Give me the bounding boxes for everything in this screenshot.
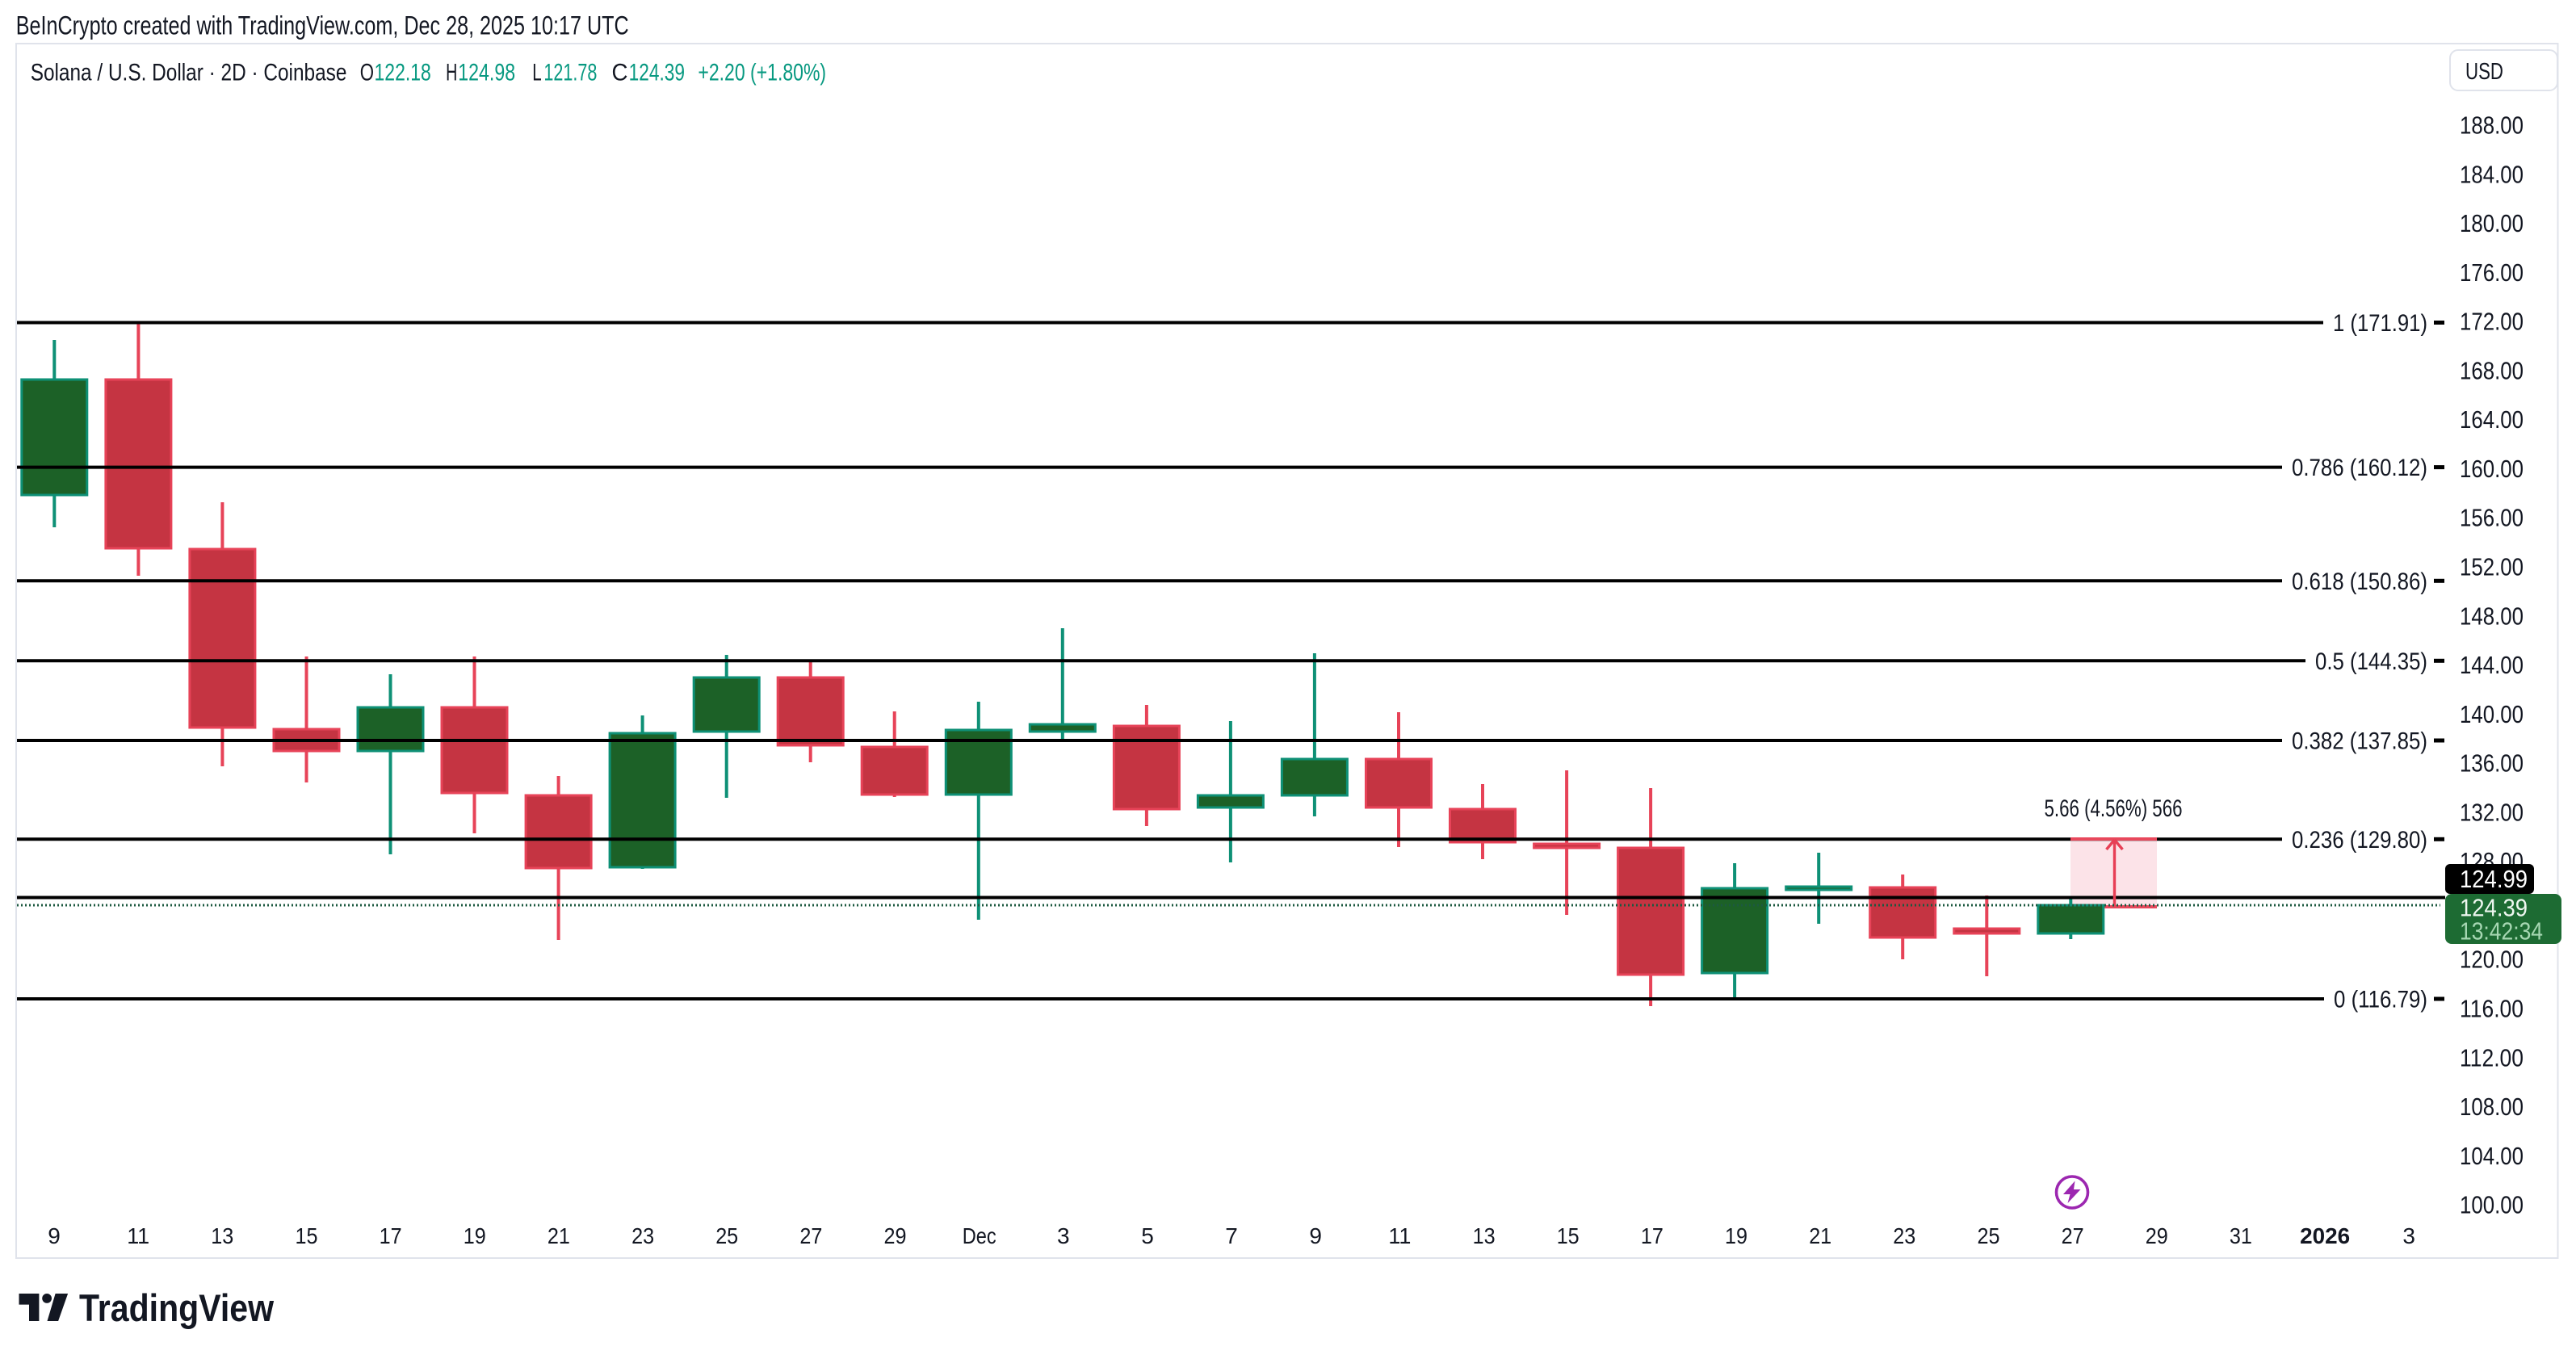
svg-text:C: C bbox=[612, 60, 628, 86]
svg-text:23: 23 bbox=[631, 1223, 654, 1248]
svg-text:13: 13 bbox=[211, 1223, 233, 1248]
svg-text:3: 3 bbox=[2402, 1223, 2415, 1248]
svg-text:Dec: Dec bbox=[963, 1223, 996, 1248]
svg-text:0.382 (137.85): 0.382 (137.85) bbox=[2292, 728, 2427, 755]
svg-text:108.00: 108.00 bbox=[2460, 1093, 2524, 1121]
svg-text:140.00: 140.00 bbox=[2460, 700, 2524, 728]
svg-text:21: 21 bbox=[1809, 1223, 1831, 1248]
svg-text:25: 25 bbox=[715, 1223, 738, 1248]
svg-text:BeInCrypto created with Tradin: BeInCrypto created with TradingView.com,… bbox=[16, 11, 629, 40]
svg-text:0.236 (129.80): 0.236 (129.80) bbox=[2292, 827, 2427, 854]
svg-text:124.39: 124.39 bbox=[2460, 894, 2528, 922]
svg-text:0 (116.79): 0 (116.79) bbox=[2334, 987, 2427, 1013]
svg-text:124.39: 124.39 bbox=[629, 60, 685, 86]
svg-text:L: L bbox=[532, 60, 541, 86]
svg-text:13: 13 bbox=[1473, 1223, 1496, 1248]
svg-text:164.00: 164.00 bbox=[2460, 405, 2524, 434]
svg-text:H: H bbox=[446, 60, 457, 86]
svg-text:11: 11 bbox=[1388, 1223, 1411, 1248]
svg-text:172.00: 172.00 bbox=[2460, 308, 2524, 336]
svg-text:1 (171.91): 1 (171.91) bbox=[2333, 310, 2427, 337]
svg-text:21: 21 bbox=[548, 1223, 570, 1248]
svg-text:19: 19 bbox=[1725, 1223, 1747, 1248]
svg-text:5.66 (4.56%) 566: 5.66 (4.56%) 566 bbox=[2045, 795, 2183, 822]
svg-text:Solana / U.S. Dollar · 2D · Co: Solana / U.S. Dollar · 2D · Coinbase bbox=[31, 60, 347, 86]
svg-text:O: O bbox=[360, 60, 374, 86]
svg-text:27: 27 bbox=[799, 1223, 822, 1248]
svg-text:188.00: 188.00 bbox=[2460, 111, 2524, 140]
svg-text:121.78: 121.78 bbox=[543, 60, 597, 86]
svg-text:0.5 (144.35): 0.5 (144.35) bbox=[2315, 648, 2427, 675]
svg-text:13:42:34: 13:42:34 bbox=[2460, 917, 2543, 946]
svg-text:120.00: 120.00 bbox=[2460, 946, 2524, 974]
svg-text:11: 11 bbox=[127, 1223, 149, 1248]
svg-text:7: 7 bbox=[1225, 1223, 1238, 1248]
svg-text:144.00: 144.00 bbox=[2460, 651, 2524, 679]
svg-text:180.00: 180.00 bbox=[2460, 209, 2524, 237]
svg-text:116.00: 116.00 bbox=[2460, 995, 2524, 1023]
svg-text:3: 3 bbox=[1057, 1223, 1070, 1248]
svg-text:0.618 (150.86): 0.618 (150.86) bbox=[2292, 568, 2427, 595]
svg-text:148.00: 148.00 bbox=[2460, 602, 2524, 630]
svg-text:156.00: 156.00 bbox=[2460, 504, 2524, 532]
svg-text:136.00: 136.00 bbox=[2460, 749, 2524, 778]
svg-text:29: 29 bbox=[884, 1223, 907, 1248]
svg-text:29: 29 bbox=[2146, 1223, 2168, 1248]
svg-text:TradingView: TradingView bbox=[79, 1286, 274, 1329]
svg-text:19: 19 bbox=[464, 1223, 486, 1248]
svg-text:160.00: 160.00 bbox=[2460, 455, 2524, 483]
svg-text:27: 27 bbox=[2062, 1223, 2084, 1248]
svg-text:17: 17 bbox=[1641, 1223, 1663, 1248]
svg-text:9: 9 bbox=[1309, 1223, 1322, 1248]
svg-text:15: 15 bbox=[1557, 1223, 1580, 1248]
svg-text:132.00: 132.00 bbox=[2460, 798, 2524, 826]
svg-text:112.00: 112.00 bbox=[2460, 1043, 2524, 1072]
svg-text:0.786 (160.12): 0.786 (160.12) bbox=[2292, 455, 2427, 481]
svg-text:184.00: 184.00 bbox=[2460, 160, 2524, 188]
svg-text:23: 23 bbox=[1893, 1223, 1915, 1248]
svg-text:152.00: 152.00 bbox=[2460, 553, 2524, 581]
svg-text:25: 25 bbox=[1978, 1223, 2000, 1248]
svg-text:USD: USD bbox=[2465, 59, 2503, 85]
svg-text:122.18: 122.18 bbox=[375, 60, 431, 86]
svg-text:176.00: 176.00 bbox=[2460, 258, 2524, 287]
svg-text:31: 31 bbox=[2230, 1223, 2252, 1248]
svg-text:2026: 2026 bbox=[2300, 1223, 2350, 1248]
svg-text:124.99: 124.99 bbox=[2460, 865, 2528, 893]
svg-text:+2.20 (+1.80%): +2.20 (+1.80%) bbox=[698, 60, 826, 86]
svg-text:15: 15 bbox=[296, 1223, 318, 1248]
svg-text:100.00: 100.00 bbox=[2460, 1191, 2524, 1219]
svg-text:17: 17 bbox=[380, 1223, 402, 1248]
svg-text:104.00: 104.00 bbox=[2460, 1142, 2524, 1170]
svg-text:9: 9 bbox=[48, 1223, 61, 1248]
svg-text:168.00: 168.00 bbox=[2460, 356, 2524, 384]
svg-text:124.98: 124.98 bbox=[458, 60, 515, 86]
svg-text:5: 5 bbox=[1141, 1223, 1154, 1248]
